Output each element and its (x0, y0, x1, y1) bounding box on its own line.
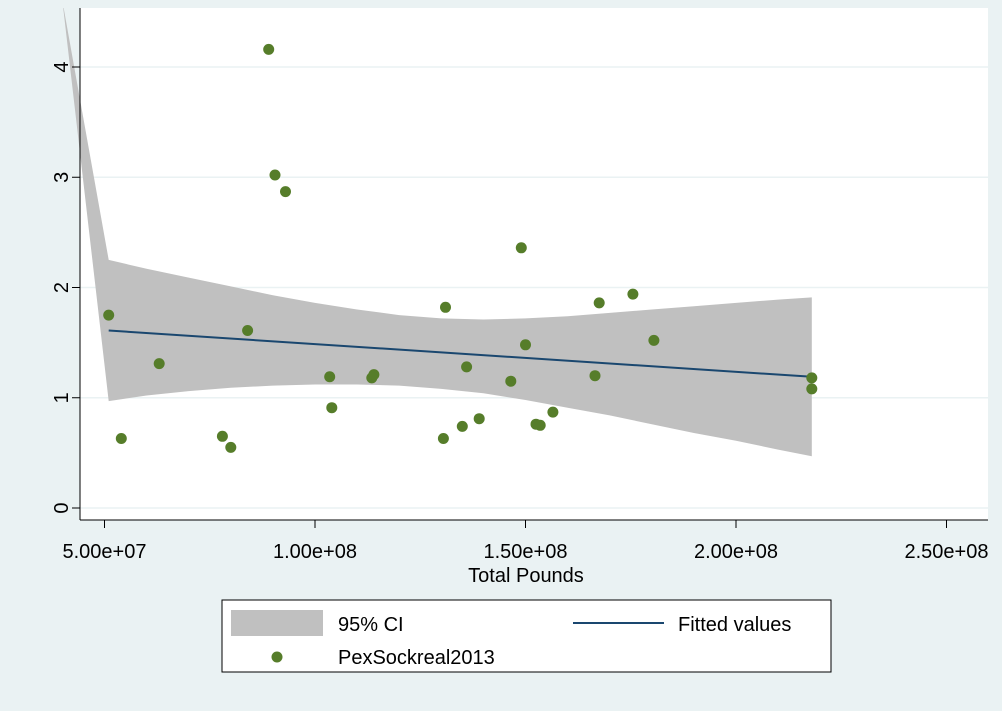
y-tick-label-4: 4 (51, 61, 73, 72)
scatter-point-13 (437, 433, 449, 444)
legend-label-fitted: Fitted values (678, 614, 791, 636)
plot-area (80, 8, 988, 520)
scatter-point-20 (520, 339, 531, 351)
scatter-point-15 (456, 420, 468, 432)
scatter-point-12 (368, 369, 380, 381)
legend-label-scatter: PexSockreal2013 (338, 647, 495, 669)
scatter-point-28 (806, 372, 818, 384)
x-tick-label-3: 2.00e+08 (694, 541, 778, 563)
scatter-point-18 (505, 375, 517, 387)
x-axis-title: Total Pounds (468, 565, 584, 587)
y-tick-label-2: 2 (51, 282, 73, 293)
scatter-point-14 (440, 301, 451, 313)
scatter-point-5 (242, 325, 254, 336)
scatter-point-2 (153, 358, 165, 370)
legend-swatch-ci (231, 610, 323, 636)
fitted-values-line (108, 329, 812, 378)
scatter-point-23 (547, 406, 559, 418)
scatter-point-0 (103, 309, 115, 321)
legend-swatch-scatter (271, 651, 283, 663)
fitted-line-layer (108, 329, 812, 378)
legend-label-ci: 95% CI (338, 614, 404, 636)
x-tick-label-4: 2.50e+08 (905, 541, 989, 563)
scatter-point-3 (216, 430, 228, 442)
scatter-point-22 (534, 419, 546, 431)
scatter-point-24 (589, 370, 601, 382)
legend-box (221, 599, 832, 673)
scatter-point-7 (269, 169, 281, 181)
legend: 95% CI Fitted values PexSockreal2013 (221, 599, 832, 673)
scatter-point-8 (280, 186, 291, 198)
scatter-point-27 (648, 334, 660, 346)
scatter-point-17 (473, 413, 485, 425)
y-tick-label-1: 1 (51, 392, 73, 403)
scatter-point-16 (461, 361, 473, 373)
scatter-point-1 (115, 433, 127, 444)
scatter-point-25 (593, 297, 605, 309)
scatter-point-4 (225, 441, 237, 453)
x-tick-label-1: 1.00e+08 (273, 541, 357, 563)
y-tick-label-3: 3 (51, 172, 73, 183)
scatter-layer (103, 43, 818, 453)
scatter-point-6 (263, 43, 275, 55)
x-tick-label-2: 1.50e+08 (484, 541, 568, 563)
x-tick-label-0: 5.00e+07 (63, 541, 147, 563)
scatter-point-10 (326, 402, 338, 414)
ci-band-layer (63, 8, 812, 457)
ci-band (63, 8, 812, 457)
scatter-point-9 (324, 371, 336, 383)
axis-layer: 5.00e+07 1.00e+08 1.50e+08 2.00e+08 2.50e+08… (51, 8, 988, 563)
scatter-point-26 (627, 288, 639, 300)
scatter-point-29 (806, 383, 818, 395)
y-tick-label-0: 0 (51, 502, 73, 513)
scatter-point-19 (515, 242, 527, 254)
